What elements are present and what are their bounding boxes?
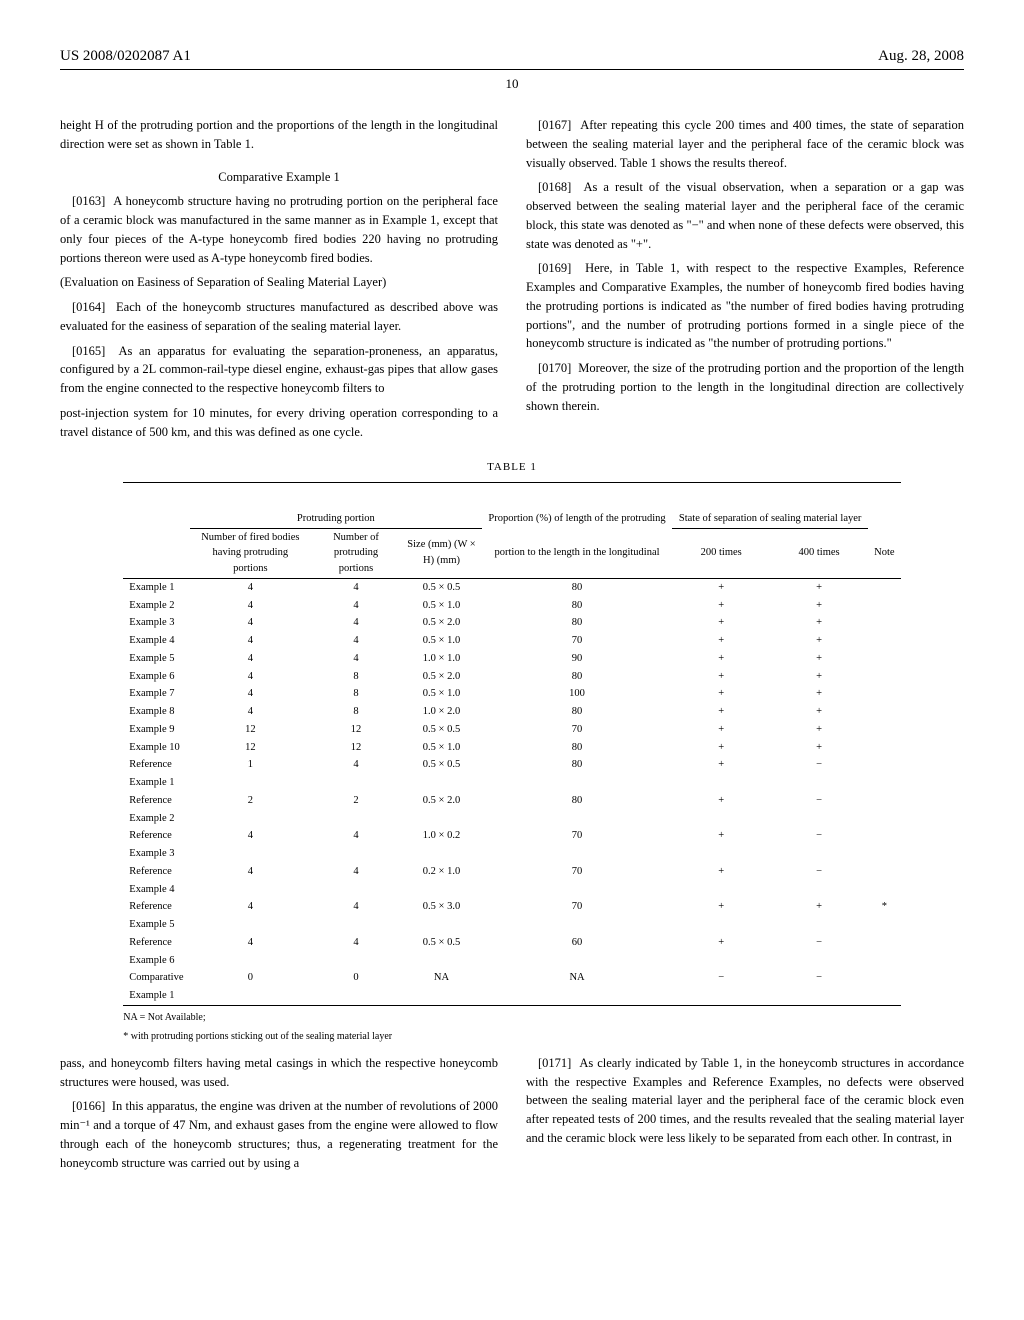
paragraph-0169: [0169] Here, in Table 1, with respect to… <box>526 259 964 353</box>
paragraph-right-continued: post-injection system for 10 minutes, fo… <box>60 404 498 442</box>
table-row: Example 6480.5 × 2.080++ <box>123 668 900 686</box>
paragraph-0166: [0166] In this apparatus, the engine was… <box>60 1097 498 1172</box>
th-fired-bodies: Number of fired bodies having protruding… <box>190 528 311 578</box>
table-1-wrap: TABLE 1 Protruding portion Proportion (%… <box>60 459 964 1044</box>
page-number: 10 <box>60 76 964 92</box>
page-header: US 2008/0202087 A1 Aug. 28, 2008 <box>60 48 964 70</box>
para-num-0165: [0165] <box>72 344 105 358</box>
evaluation-heading: (Evaluation on Easiness of Separation of… <box>60 273 498 292</box>
paragraph-0170: [0170] Moreover, the size of the protrud… <box>526 359 964 415</box>
table-row: Example 3 <box>123 845 900 863</box>
table-row: Example 8481.0 × 2.080++ <box>123 703 900 721</box>
paragraph-0171: [0171] As clearly indicated by Table 1, … <box>526 1054 964 1148</box>
th-200: 200 times <box>672 528 770 578</box>
table-row: Example 3440.5 × 2.080++ <box>123 614 900 632</box>
th-blank2 <box>123 528 190 578</box>
para-num-0169: [0169] <box>538 261 571 275</box>
th-size: Size (mm) (W × H) (mm) <box>401 528 482 578</box>
para-num-0163: [0163] <box>72 194 105 208</box>
paragraph-pass: pass, and honeycomb filters having metal… <box>60 1054 498 1092</box>
body-columns: height H of the protruding portion and t… <box>60 116 964 1172</box>
para-num-0171: [0171] <box>538 1056 571 1070</box>
para-num-0170: [0170] <box>538 361 571 375</box>
para-text-0170: Moreover, the size of the protruding por… <box>526 361 964 413</box>
para-text-0164: Each of the honeycomb structures manufac… <box>60 300 498 333</box>
table-row: Reference140.5 × 0.580+− <box>123 756 900 774</box>
table-row: Example 2440.5 × 1.080++ <box>123 597 900 615</box>
table-row: Example 1 <box>123 987 900 1005</box>
table-footnote-1: NA = Not Available; <box>123 1010 964 1025</box>
table-row: Reference440.5 × 0.560+− <box>123 934 900 952</box>
th-state-group: State of separation of sealing material … <box>672 482 868 528</box>
th-proportion-sub: portion to the length in the longitudina… <box>482 528 673 578</box>
th-proportion-top: Proportion (%) of length of the protrudi… <box>482 482 673 528</box>
page: US 2008/0202087 A1 Aug. 28, 2008 10 heig… <box>0 0 1024 1212</box>
table-row: Reference220.5 × 2.080+− <box>123 792 900 810</box>
table-row: Example 1012120.5 × 1.080++ <box>123 739 900 757</box>
table-row: Example 7480.5 × 1.0100++ <box>123 685 900 703</box>
table-row: Example 5 <box>123 916 900 934</box>
publication-date: Aug. 28, 2008 <box>878 48 964 65</box>
para-text-0168: As a result of the visual observation, w… <box>526 180 964 250</box>
th-num-portions: Number of protruding portions <box>311 528 402 578</box>
para-num-0166: [0166] <box>72 1099 105 1113</box>
table-row: Reference441.0 × 0.270+− <box>123 827 900 845</box>
table-row: Example 1 <box>123 774 900 792</box>
th-note: Note <box>868 528 901 578</box>
para-num-0168: [0168] <box>538 180 571 194</box>
th-400: 400 times <box>770 528 868 578</box>
para-text-0163: A honeycomb structure having no protrudi… <box>60 194 498 264</box>
paragraph-0165: [0165] As an apparatus for evaluating th… <box>60 342 498 398</box>
th-blank-note <box>868 482 901 528</box>
table-1: Protruding portion Proportion (%) of len… <box>123 482 900 1006</box>
para-num-0167: [0167] <box>538 118 571 132</box>
comparative-example-title: Comparative Example 1 <box>60 168 498 187</box>
table-row: Example 6 <box>123 952 900 970</box>
table-row: Example 4 <box>123 881 900 899</box>
table-row: Example 5441.0 × 1.090++ <box>123 650 900 668</box>
table-row: Example 2 <box>123 810 900 828</box>
para-text-0167: After repeating this cycle 200 times and… <box>526 118 964 170</box>
th-blank <box>123 482 190 528</box>
para-text-0171: As clearly indicated by Table 1, in the … <box>526 1056 964 1145</box>
table-footnote-2: * with protruding portions sticking out … <box>123 1029 964 1044</box>
table-row: Reference440.5 × 3.070++* <box>123 898 900 916</box>
table-row: Example 1440.5 × 0.580++ <box>123 578 900 596</box>
table-row: Reference440.2 × 1.070+− <box>123 863 900 881</box>
publication-number: US 2008/0202087 A1 <box>60 48 191 65</box>
paragraph-intro: height H of the protruding portion and t… <box>60 116 498 154</box>
table-body: Example 1440.5 × 0.580++Example 2440.5 ×… <box>123 578 900 1005</box>
para-text-0166: In this apparatus, the engine was driven… <box>60 1099 498 1169</box>
table-row: Comparative00NANA−− <box>123 969 900 987</box>
table-title: TABLE 1 <box>60 459 964 476</box>
table-row: Example 912120.5 × 0.570++ <box>123 721 900 739</box>
paragraph-0167: [0167] After repeating this cycle 200 ti… <box>526 116 964 172</box>
paragraph-0163: [0163] A honeycomb structure having no p… <box>60 192 498 267</box>
paragraph-0164: [0164] Each of the honeycomb structures … <box>60 298 498 336</box>
para-num-0164: [0164] <box>72 300 105 314</box>
para-text-0169: Here, in Table 1, with respect to the re… <box>526 261 964 350</box>
th-protruding-group: Protruding portion <box>190 482 482 528</box>
table-row: Example 4440.5 × 1.070++ <box>123 632 900 650</box>
paragraph-0168: [0168] As a result of the visual observa… <box>526 178 964 253</box>
para-text-0165: As an apparatus for evaluating the separ… <box>60 344 498 396</box>
